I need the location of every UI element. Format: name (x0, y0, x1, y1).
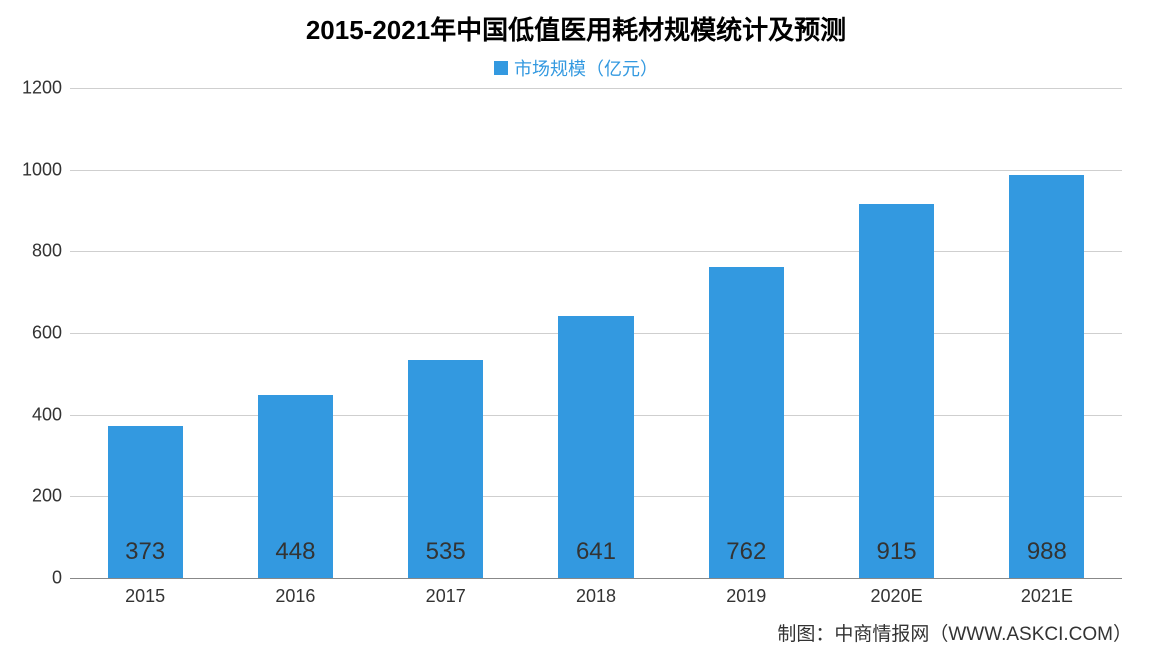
bar: 448 (258, 395, 333, 578)
bar-value-label: 535 (426, 538, 466, 566)
bar-value-label: 988 (1027, 538, 1067, 566)
chart-credit: 制图：中商情报网（WWW.ASKCI.COM） (777, 619, 1132, 646)
bar-value-label: 448 (275, 538, 315, 566)
y-tick-label: 400 (32, 404, 70, 425)
gridline (70, 251, 1122, 252)
chart-title: 2015-2021年中国低值医用耗材规模统计及预测 (0, 10, 1152, 47)
legend-swatch-icon (494, 61, 508, 75)
y-tick-label: 600 (32, 323, 70, 344)
y-tick-label: 200 (32, 486, 70, 507)
gridline (70, 88, 1122, 89)
bar: 373 (108, 426, 183, 578)
gridline (70, 170, 1122, 171)
bar: 988 (1009, 175, 1084, 578)
y-tick-label: 1200 (22, 78, 70, 99)
bar-value-label: 641 (576, 538, 616, 566)
chart-legend: 市场规模（亿元） (0, 55, 1152, 81)
x-tick-label: 2020E (871, 578, 923, 607)
bar-value-label: 373 (125, 538, 165, 566)
bar-value-label: 762 (726, 538, 766, 566)
x-tick-label: 2015 (125, 578, 165, 607)
bar: 915 (859, 204, 934, 578)
y-tick-label: 1000 (22, 159, 70, 180)
y-tick-label: 0 (52, 568, 70, 589)
x-tick-label: 2016 (275, 578, 315, 607)
bar-value-label: 915 (877, 538, 917, 566)
bar: 641 (558, 316, 633, 578)
chart-container: 2015-2021年中国低值医用耗材规模统计及预测 市场规模（亿元） 02004… (0, 0, 1152, 652)
bar: 762 (709, 267, 784, 578)
x-tick-label: 2017 (426, 578, 466, 607)
legend-label: 市场规模（亿元） (514, 59, 658, 79)
x-tick-label: 2018 (576, 578, 616, 607)
plot-area: 0200400600800100012003732015448201653520… (70, 88, 1122, 578)
bar: 535 (408, 360, 483, 578)
x-tick-label: 2021E (1021, 578, 1073, 607)
x-tick-label: 2019 (726, 578, 766, 607)
y-tick-label: 800 (32, 241, 70, 262)
